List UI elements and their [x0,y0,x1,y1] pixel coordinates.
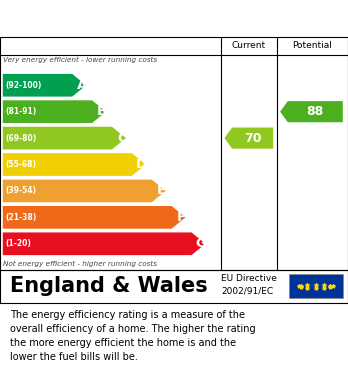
Polygon shape [224,127,273,149]
Text: Potential: Potential [292,41,332,50]
Text: Not energy efficient - higher running costs: Not energy efficient - higher running co… [3,261,158,267]
Text: The energy efficiency rating is a measure of the
overall efficiency of a home. T: The energy efficiency rating is a measur… [10,310,256,362]
Text: E: E [157,185,166,197]
Text: (55-68): (55-68) [5,160,36,169]
Polygon shape [280,101,343,122]
Text: EU Directive
2002/91/EC: EU Directive 2002/91/EC [221,274,277,295]
Text: 88: 88 [307,105,324,118]
Text: (39-54): (39-54) [5,187,36,196]
Text: C: C [117,132,127,145]
Text: B: B [97,105,107,118]
Text: Very energy efficient - lower running costs: Very energy efficient - lower running co… [3,57,158,63]
Text: (81-91): (81-91) [5,107,37,116]
Bar [289,274,343,298]
Polygon shape [3,74,86,97]
Text: 70: 70 [244,132,261,145]
Text: (69-80): (69-80) [5,134,37,143]
Polygon shape [3,206,185,229]
Polygon shape [3,127,126,149]
Text: Energy Efficiency Rating: Energy Efficiency Rating [9,9,238,28]
Text: England & Wales: England & Wales [10,276,208,296]
Text: (1-20): (1-20) [5,239,31,248]
Text: (21-38): (21-38) [5,213,37,222]
Polygon shape [3,232,205,255]
Text: D: D [136,158,147,171]
Polygon shape [3,100,106,123]
Text: (92-100): (92-100) [5,81,42,90]
Text: A: A [77,79,87,92]
Text: Current: Current [232,41,266,50]
Text: F: F [177,211,186,224]
Polygon shape [3,153,146,176]
Polygon shape [3,179,166,202]
Text: G: G [196,237,207,250]
